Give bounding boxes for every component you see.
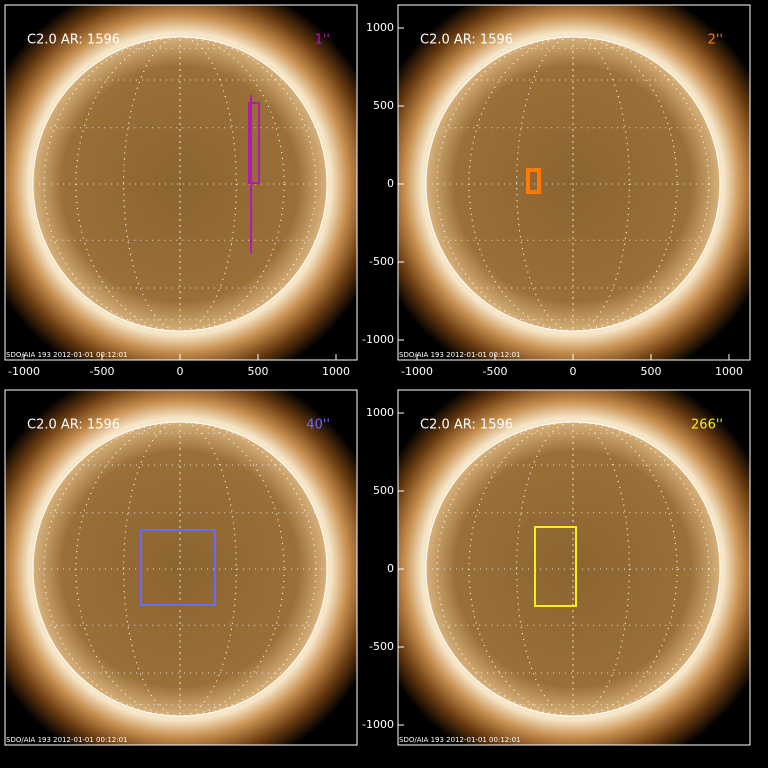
- x-tick-label: -500: [483, 365, 508, 378]
- scale-label: 266'': [691, 418, 723, 433]
- panel-title: C2.0 AR: 1596: [420, 418, 513, 433]
- sun-image: [363, 0, 768, 394]
- y-tick-label: 500: [373, 484, 394, 497]
- x-tick-label: -500: [90, 365, 115, 378]
- y-tick-label: 0: [387, 177, 394, 190]
- scale-label: 1'': [315, 33, 330, 48]
- scale-label: 2'': [708, 33, 723, 48]
- panel: C2.0 AR: 1596 266'' SDO/AIA 193 2012-01-01…: [362, 359, 768, 768]
- x-tick-label: -1000: [401, 365, 433, 378]
- footer: SDO/AIA 193 2012-01-01 00:12:01: [399, 736, 521, 744]
- panel-title: C2.0 AR: 1596: [27, 418, 120, 433]
- y-tick-label: -1000: [362, 333, 394, 346]
- panel-title: C2.0 AR: 1596: [27, 33, 120, 48]
- x-tick-label: 1000: [322, 365, 350, 378]
- y-tick-label: 0: [387, 562, 394, 575]
- x-tick-label: 0: [570, 365, 577, 378]
- footer: SDO/AIA 193 2012-01-01 00:12:01: [6, 736, 128, 744]
- y-tick-label: 500: [373, 99, 394, 112]
- x-tick-label: 0: [177, 365, 184, 378]
- panel: C2.0 AR: 1596 40'' SDO/AIA 193 2012-01-01 …: [0, 359, 390, 768]
- x-tick-label: 500: [248, 365, 269, 378]
- x-tick-label: -1000: [8, 365, 40, 378]
- y-tick-label: -500: [369, 640, 394, 653]
- y-tick-label: -500: [369, 255, 394, 268]
- x-tick-label: 1000: [715, 365, 743, 378]
- x-tick-label: 500: [641, 365, 662, 378]
- sun-image: [0, 0, 390, 394]
- panel-title: C2.0 AR: 1596: [420, 33, 513, 48]
- y-tick-label: 1000: [366, 21, 394, 34]
- scale-label: 40'': [306, 418, 330, 433]
- y-tick-label: 1000: [366, 406, 394, 419]
- y-tick-label: -1000: [362, 718, 394, 731]
